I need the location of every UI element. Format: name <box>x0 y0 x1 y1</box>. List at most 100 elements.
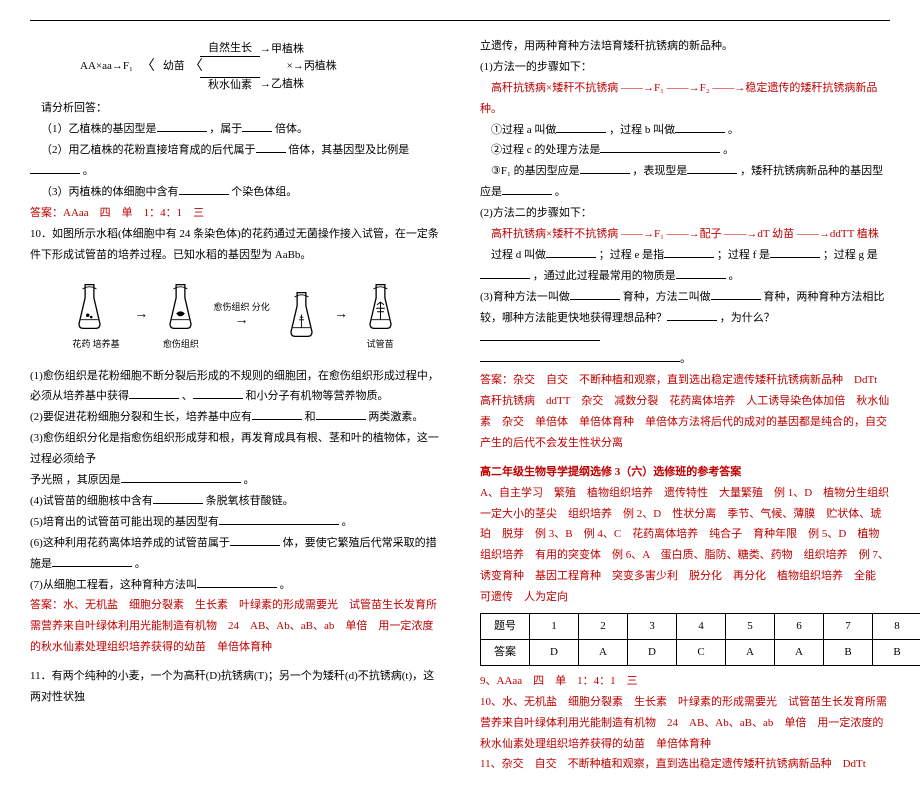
question-1: （1）乙植株的基因型是 ，属于 倍体。 <box>30 119 440 140</box>
m2-q1f: 。 <box>729 270 740 282</box>
spacer <box>30 658 440 666</box>
q10-2a: (2)要促进花粉细胞分裂和生长，培养基中应有 <box>30 411 252 423</box>
analyze-prompt: 请分析回答： <box>30 98 440 119</box>
q10-5b: 。 <box>342 516 353 528</box>
flask-3 <box>284 287 319 344</box>
q10-5: (5)培育出的试管苗可能出现的基因型有 。 <box>30 512 440 533</box>
td-2: A <box>579 639 628 665</box>
plant-yi: 乙植株 <box>271 78 304 90</box>
q2-text-c: 。 <box>83 165 94 177</box>
td-4: C <box>677 639 726 665</box>
table-answer-row: 答案 D A D C A A B B <box>481 639 920 665</box>
th-2: 2 <box>579 614 628 640</box>
td-7: B <box>824 639 873 665</box>
td-0: 答案 <box>481 639 530 665</box>
q10-2b: 和 <box>305 411 316 423</box>
q10-5a: (5)培育出的试管苗可能出现的基因型有 <box>30 516 219 528</box>
m1-q2: ②过程 c 的处理方法是 。 <box>480 140 890 161</box>
flask-4: 试管苗 <box>363 279 398 353</box>
q10-4b: 条脱氧核苷酸链。 <box>206 495 294 507</box>
td-5: A <box>726 639 775 665</box>
th-0: 题号 <box>481 614 530 640</box>
right-column: 立遗传，用两种育种方法培育矮秆抗锈病的新品种。 (1)方法一的步骤如下： 高秆抗… <box>480 36 890 775</box>
question-2: （2）用乙植株的花粉直接培育成的后代属于 倍体，其基因型及比例是 。 <box>30 140 440 182</box>
reference-title: 高二年级生物导学提纲选修 3（六）选修班的参考答案 <box>480 462 890 483</box>
q10-6: (6)这种利用花药离体培养成的试管苗属于 体，要使它繁殖后代常采取的措施是 。 <box>30 533 440 575</box>
td-1: D <box>530 639 579 665</box>
m2-q1d: ；过程 g 是 <box>823 249 878 261</box>
method2-title: (2)方法二的步骤如下： <box>480 203 890 224</box>
answer-table: 题号 1 2 3 4 5 6 7 8 答案 D A D C A A B B <box>480 613 920 666</box>
th-5: 5 <box>726 614 775 640</box>
q2-text: （2）用乙植株的花粉直接培育成的后代属于 <box>41 144 256 156</box>
arr2-label: 愈伤组织 分化 <box>213 302 269 313</box>
flask-1: 花药 培养基 <box>72 279 119 353</box>
th-3: 3 <box>628 614 677 640</box>
q11-cont: 立遗传，用两种育种方法培育矮秆抗锈病的新品种。 <box>480 36 890 57</box>
q10-7b: 。 <box>280 579 291 591</box>
m1-q3: ③F₁ 的基因型应是 ，表现型是 ，矮秆抗锈病新品种的基因型应是 。 <box>480 161 890 203</box>
page-container: 自然生长 →甲植株 AA×aa → F₁ 〈 幼苗 〈 ×→丙植株 秋水仙素 →… <box>30 20 890 775</box>
m1-q1b: ，过程 b 叫做 <box>609 124 675 136</box>
method1-flow: 高秆抗锈病×矮秆不抗锈病 ——→F₁ ——→F₂ ——→稳定遗传的矮秆抗锈病新品… <box>480 78 890 120</box>
flask4-label: 试管苗 <box>363 336 398 353</box>
plant-jia: 甲植株 <box>271 43 304 55</box>
th-6: 6 <box>775 614 824 640</box>
m3: (3)育种方法一叫做 育种，方法二叫做 育种，两种育种方法相比较，哪种方法能更快… <box>480 287 890 350</box>
q10-2c: 两类激素。 <box>368 411 423 423</box>
td-8: B <box>873 639 920 665</box>
arrow-1: → <box>134 307 148 324</box>
cross-aa: AA×aa <box>80 59 112 74</box>
q10-1c: 和小分子有机物等营养物质。 <box>246 390 389 402</box>
m2-q1c: ；过程 f 是 <box>717 249 770 261</box>
q3-text: （3）丙植株的体细胞中含有 <box>41 186 179 198</box>
m1-q1c: 。 <box>728 124 739 136</box>
m1-q2a: ②过程 c 的处理方法是 <box>491 144 600 156</box>
q10-3a: (3)愈伤组织分化是指愈伤组织形成芽和根，再发育成具有根、茎和叶的植物体，这一过… <box>30 432 439 465</box>
q1-text-c: 倍体。 <box>275 123 308 135</box>
method2-flow: 高秆抗锈病×矮秆不抗锈病 ——→F₁ ——→配子 ——→dT 幼苗 ——→ddT… <box>480 224 890 245</box>
q10-7a: (7)从细胞工程看，这种育种方法叫 <box>30 579 197 591</box>
answer-11: 答案：杂交 自交 不断种植和观察，直到选出稳定遗传矮秆抗锈病新品种 DdTt 高… <box>480 370 890 454</box>
arrow-3: → <box>334 307 348 324</box>
m2-q1b: ；过程 e 是指 <box>599 249 664 261</box>
ref-a: A、自主学习 繁殖 植物组织培养 遗传特性 大量繁殖 例 1、D 植物分生组织一… <box>480 483 890 608</box>
q10-2: (2)要促进花粉细胞分裂和生长，培养基中应有 和 两类激素。 <box>30 407 440 428</box>
flask-2: 愈伤组织 <box>163 279 199 353</box>
m3b: 育种，方法二叫做 <box>623 291 711 303</box>
q10-4: (4)试管苗的细胞核中含有 条脱氧核苷酸链。 <box>30 491 440 512</box>
ref-10: 10、水、无机盐 细胞分裂素 生长素 叶绿素的形成需要光 试管苗生长发育所需营养… <box>480 692 890 755</box>
spacer-r <box>480 454 890 462</box>
th-1: 1 <box>530 614 579 640</box>
arrow-icon: → <box>112 59 123 74</box>
q10-3b-line: 予光照 ，其原因是 。 <box>30 470 440 491</box>
m3d: ，为什么？ <box>720 312 775 324</box>
m2-q1a: 过程 d 叫做 <box>491 249 546 261</box>
question-10-intro: 10．如图所示水稻(体细胞中有 24 条染色体)的花药通过无菌操作接入试管，在一… <box>30 224 440 266</box>
diagram-tissue-culture: 花药 培养基 → 愈伤组织 愈伤组织 分化→ → 试管苗 <box>60 274 410 358</box>
question-3: （3）丙植株的体细胞中含有 个染色体组。 <box>30 182 440 203</box>
m1-q2b: 。 <box>723 144 734 156</box>
m1-q1a: ①过程 a 叫做 <box>491 124 556 136</box>
m2-q1: 过程 d 叫做 ；过程 e 是指 ；过程 f 是 ；过程 g 是 ，通过此过程最… <box>480 245 890 287</box>
q1-text-b: ，属于 <box>209 123 242 135</box>
td-6: A <box>775 639 824 665</box>
q10-6c: 。 <box>135 558 146 570</box>
seedling-label: 幼苗 <box>163 59 185 74</box>
q10-1b: 、 <box>182 390 193 402</box>
answer-10: 答案：水、无机盐 细胞分裂素 生长素 叶绿素的形成需要光 试管苗生长发育所需营养… <box>30 595 440 658</box>
q10-3b: ，其原因是 <box>66 474 121 486</box>
m3-blank-line: 。 <box>480 349 890 370</box>
m3e: 。 <box>680 353 691 365</box>
m1-q3d: 。 <box>555 186 566 198</box>
m1-q3b: ，表现型是 <box>632 165 687 177</box>
colchicine-label: 秋水仙素 <box>200 77 260 93</box>
th-4: 4 <box>677 614 726 640</box>
td-3: D <box>628 639 677 665</box>
question-11: 11．有两个纯种的小麦，一个为高秆(D)抗锈病(T)；另一个为矮秆(d)不抗锈病… <box>30 666 440 708</box>
m1-q1: ①过程 a 叫做 ，过程 b 叫做 。 <box>480 120 890 141</box>
q3-text-b: 个染色体组。 <box>231 186 297 198</box>
q10-4a: (4)试管苗的细胞核中含有 <box>30 495 153 507</box>
natural-growth-label: 自然生长 <box>200 41 260 57</box>
ref-11: 11、杂交 自交 不断种植和观察，直到选出稳定遗传矮秆抗锈病新品种 DdTt <box>480 754 890 775</box>
